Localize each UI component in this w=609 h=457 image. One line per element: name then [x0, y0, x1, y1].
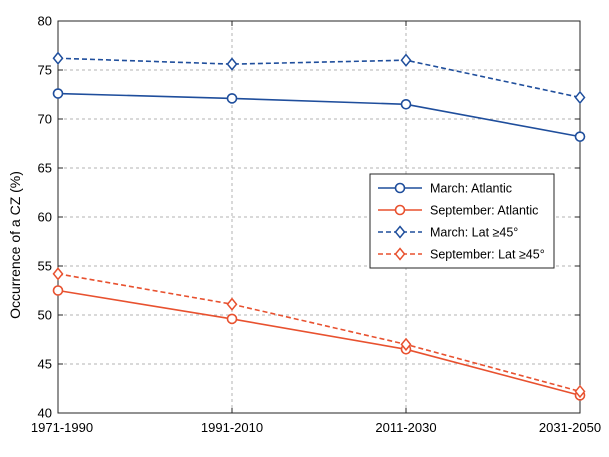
- y-tick-label: 70: [38, 112, 52, 127]
- series-0: [52, 88, 586, 142]
- legend-label: September: Lat ≥45°: [430, 248, 545, 262]
- y-tick-label: 75: [38, 63, 52, 78]
- data-point: [574, 131, 586, 142]
- legend-marker: [394, 204, 406, 216]
- legend-marker: [394, 182, 406, 194]
- y-axis-title: Occurrence of a CZ (%): [7, 171, 23, 319]
- series-3: [52, 267, 586, 399]
- y-tick-label: 60: [38, 210, 52, 225]
- data-point: [574, 384, 586, 399]
- data-point: [226, 57, 238, 71]
- x-tick-label: 1971-1990: [31, 420, 93, 435]
- data-point: [52, 51, 64, 65]
- series-2: [52, 51, 586, 105]
- series-line: [57, 289, 581, 397]
- plot-frame: [57, 20, 581, 414]
- series-1: [52, 285, 586, 401]
- series-layer: [52, 51, 586, 401]
- data-point: [400, 337, 412, 352]
- legend-marker: [394, 225, 406, 239]
- legend-entry: March: Lat ≥45°: [378, 225, 518, 240]
- data-point: [226, 313, 238, 325]
- x-tick-label: 2031-2050: [539, 420, 601, 435]
- y-tick-label: 65: [38, 161, 52, 176]
- legend-marker: [394, 247, 406, 261]
- data-point: [52, 267, 64, 281]
- y-tick-label: 40: [38, 406, 52, 421]
- y-tick-label: 45: [38, 357, 52, 372]
- data-point: [52, 285, 64, 296]
- series-line: [57, 92, 581, 138]
- legend-entry: September: Lat ≥45°: [378, 247, 545, 262]
- legend-label: March: Atlantic: [430, 182, 512, 196]
- x-tick-label: 2011-2030: [375, 420, 436, 435]
- y-tick-label: 55: [38, 259, 52, 274]
- legend-entry: March: Atlantic: [378, 182, 512, 196]
- data-point: [52, 88, 64, 99]
- data-point: [400, 53, 412, 67]
- data-point: [226, 297, 238, 311]
- x-tick-label: 1991-2010: [201, 420, 263, 435]
- data-point: [400, 99, 412, 110]
- legend-label: March: Lat ≥45°: [430, 226, 518, 240]
- series-line: [57, 57, 581, 99]
- series-line: [57, 273, 581, 393]
- data-point: [574, 90, 586, 105]
- legend-entry: September: Atlantic: [378, 204, 538, 218]
- grid: [58, 21, 580, 413]
- y-tick-label: 80: [38, 14, 52, 29]
- axes: 40 45 50 55 60 65 70 75 80 1971-1990 1991-2010 2011…: [31, 14, 601, 436]
- legend: March: Atlantic September: Atlantic March:…: [369, 173, 555, 269]
- legend-label: September: Atlantic: [430, 204, 538, 218]
- data-point: [226, 93, 238, 104]
- y-tick-label: 50: [38, 308, 52, 323]
